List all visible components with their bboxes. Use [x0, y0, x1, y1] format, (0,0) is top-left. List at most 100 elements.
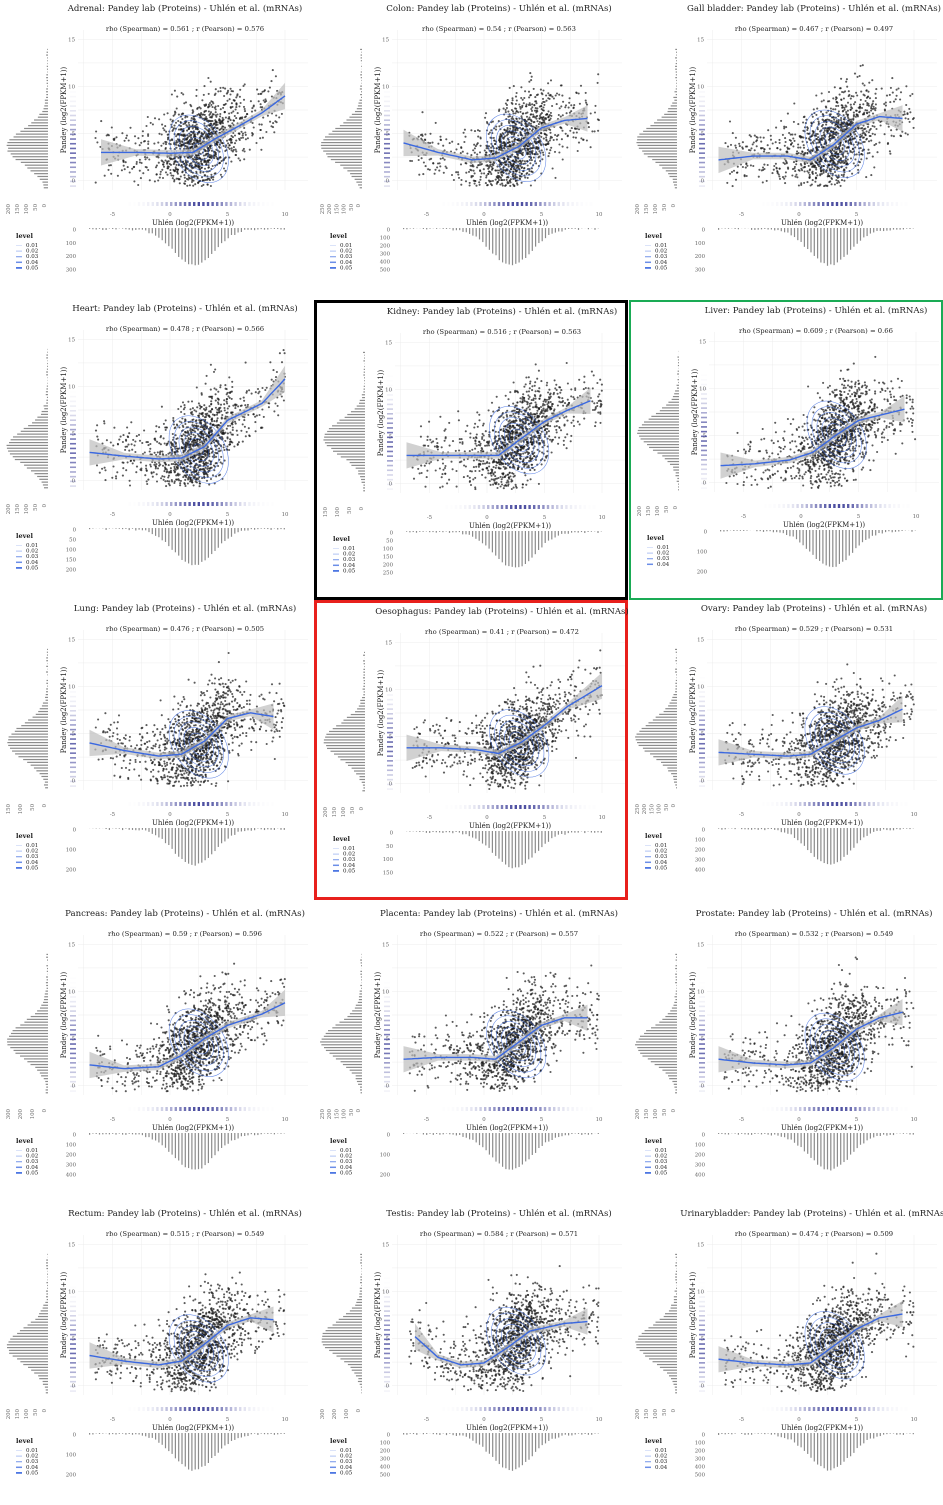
data-point — [543, 121, 545, 123]
histogram-bar — [27, 167, 48, 168]
data-point — [490, 173, 492, 175]
scatter-points — [724, 64, 915, 187]
data-point — [885, 105, 887, 107]
data-point — [222, 87, 224, 89]
data-point — [553, 97, 555, 99]
data-point — [907, 118, 909, 120]
data-point — [244, 404, 246, 406]
rug-strip — [799, 202, 801, 206]
data-point — [835, 105, 837, 107]
data-point — [157, 156, 159, 158]
data-point — [248, 389, 250, 391]
data-point — [893, 135, 895, 137]
data-point — [759, 136, 761, 138]
rug-strip — [239, 202, 241, 206]
data-point — [495, 179, 497, 181]
histogram-bar — [46, 88, 48, 89]
histogram-bar — [343, 167, 362, 168]
data-point — [224, 150, 226, 152]
data-point — [538, 156, 540, 158]
data-point — [272, 122, 274, 124]
histogram-bar — [148, 228, 149, 233]
data-point — [155, 425, 157, 427]
data-point — [880, 124, 882, 126]
histogram-bar — [142, 228, 143, 230]
data-point — [530, 123, 532, 125]
data-point — [145, 125, 147, 127]
data-point — [735, 179, 737, 181]
rug-strip — [562, 202, 564, 206]
rug-strip — [70, 124, 76, 126]
histogram-bar — [280, 228, 281, 230]
data-point — [509, 125, 511, 127]
data-point — [239, 159, 241, 161]
data-point — [543, 104, 545, 106]
histogram-bar — [673, 179, 677, 180]
data-point — [800, 164, 802, 166]
data-point — [828, 175, 830, 177]
data-point — [821, 125, 823, 127]
histogram-bar — [886, 228, 887, 231]
data-point — [201, 99, 203, 101]
data-point — [792, 145, 794, 147]
histogram-bar — [807, 228, 808, 249]
data-point — [804, 166, 806, 168]
data-point — [239, 139, 241, 141]
data-point — [853, 150, 855, 152]
histogram-bar — [668, 173, 677, 174]
panel-title: Gall bladder: Pandey lab (Proteins) - Uh… — [687, 3, 941, 14]
data-point — [199, 412, 201, 414]
data-point — [858, 127, 860, 129]
data-point — [181, 171, 183, 173]
rug-strip — [221, 202, 223, 206]
histogram-bar — [525, 228, 526, 258]
rug-strip — [840, 202, 842, 206]
data-point — [879, 121, 881, 123]
data-point — [828, 91, 830, 93]
data-point — [511, 109, 513, 111]
data-point — [824, 185, 826, 187]
data-point — [261, 124, 263, 126]
data-point — [173, 115, 175, 117]
rug-strip — [535, 202, 537, 206]
data-point — [424, 139, 426, 141]
data-point — [206, 375, 208, 377]
data-point — [550, 147, 552, 149]
data-point — [512, 183, 514, 185]
data-point — [242, 441, 244, 443]
rug-strip — [70, 115, 76, 117]
data-point — [215, 116, 217, 118]
data-point — [211, 156, 213, 158]
data-point — [587, 122, 589, 124]
data-point — [529, 72, 531, 74]
data-point — [533, 104, 535, 106]
data-point — [474, 172, 476, 174]
histogram-bar — [639, 148, 677, 149]
data-point — [797, 143, 799, 145]
data-point — [798, 169, 800, 171]
data-point — [866, 112, 868, 114]
data-point — [191, 181, 193, 183]
data-point — [526, 103, 528, 105]
data-point — [244, 110, 246, 112]
histogram-bar — [168, 228, 169, 246]
data-point — [573, 106, 575, 108]
data-point — [153, 143, 155, 145]
data-point — [572, 136, 574, 138]
data-point — [843, 97, 845, 99]
histogram-bar — [883, 228, 884, 231]
data-point — [809, 174, 811, 176]
histogram-bar — [552, 228, 553, 234]
rug-strip — [384, 110, 390, 112]
histogram-bar — [47, 63, 48, 64]
data-point — [863, 84, 865, 86]
data-point — [847, 152, 849, 154]
data-point — [176, 107, 178, 109]
histogram-bar — [834, 228, 835, 265]
data-point — [834, 165, 836, 167]
data-point — [207, 167, 209, 169]
data-point — [507, 176, 509, 178]
histogram-bar — [676, 83, 677, 84]
rug-strip — [70, 171, 76, 173]
data-point — [488, 133, 490, 135]
